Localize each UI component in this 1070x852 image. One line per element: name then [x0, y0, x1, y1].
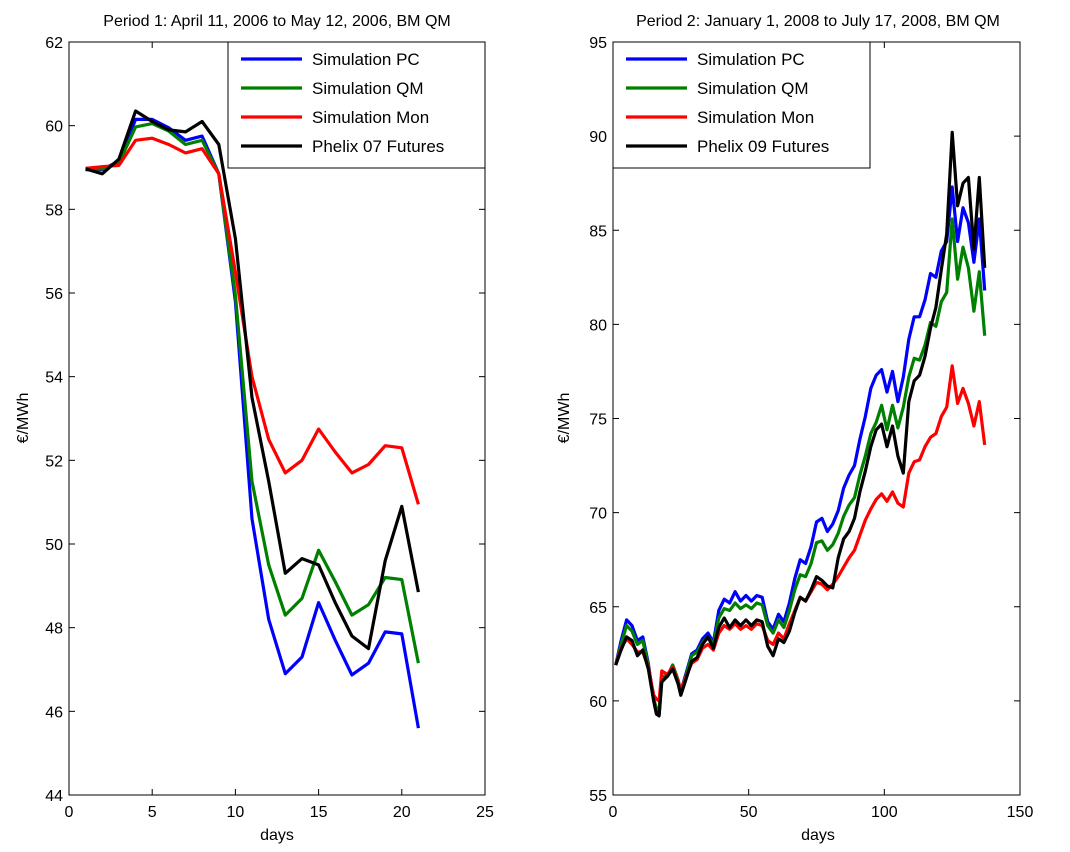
- series-line-2: [85, 121, 420, 664]
- x-tick-label: 50: [740, 804, 758, 821]
- y-tick-label: 50: [45, 537, 63, 554]
- legend-label: Simulation PC: [312, 50, 420, 69]
- y-tick-label: 52: [45, 453, 63, 470]
- y-tick-label: 80: [589, 317, 607, 334]
- x-tick-label: 10: [227, 804, 245, 821]
- x-tick-label: 25: [476, 804, 494, 821]
- y-tick-label: 56: [45, 286, 63, 303]
- chart-2-xlabel: days: [801, 827, 835, 844]
- series-line-3: [85, 136, 420, 505]
- y-tick-label: 58: [45, 202, 63, 219]
- legend-label: Simulation PC: [697, 50, 805, 69]
- y-tick-label: 90: [589, 129, 607, 146]
- y-tick-label: 60: [589, 694, 607, 711]
- y-tick-label: 46: [45, 704, 63, 721]
- x-tick-label: 0: [65, 804, 74, 821]
- legend-label: Simulation QM: [697, 79, 808, 98]
- y-tick-label: 75: [589, 412, 607, 429]
- chart-1-xlabel: days: [260, 827, 294, 844]
- y-tick-label: 48: [45, 621, 63, 638]
- y-tick-label: 62: [45, 35, 63, 52]
- legend-label: Simulation QM: [312, 79, 423, 98]
- y-tick-label: 60: [45, 119, 63, 136]
- chart-2-plot: 0 50 100 150 55 60 65 70 75 80 85 90 95 Simulation PC…: [589, 35, 1033, 821]
- y-tick-label: 55: [589, 788, 607, 805]
- chart-1-title: Period 1: April 11, 2006 to May 12, 2006…: [103, 13, 450, 30]
- x-tick-label: 5: [148, 804, 157, 821]
- series-line-4: [85, 109, 420, 651]
- y-tick-label: 70: [589, 506, 607, 523]
- legend-label: Phelix 07 Futures: [312, 137, 444, 156]
- y-tick-label: 44: [45, 788, 63, 805]
- x-tick-label: 20: [393, 804, 411, 821]
- x-tick-label: 15: [310, 804, 328, 821]
- y-tick-label: 95: [589, 35, 607, 52]
- chart-2-title: Period 2: January 1, 2008 to July 17, 20…: [636, 13, 1000, 30]
- y-tick-label: 65: [589, 600, 607, 617]
- y-tick-label: 54: [45, 370, 63, 387]
- series-line-1: [85, 117, 420, 729]
- x-tick-label: 0: [609, 804, 618, 821]
- y-tick-label: 85: [589, 223, 607, 240]
- legend-label: Simulation Mon: [697, 108, 814, 127]
- chart-2-ylabel: €/MWh: [556, 393, 573, 444]
- x-tick-label: 100: [871, 804, 898, 821]
- legend-label: Phelix 09 Futures: [697, 137, 829, 156]
- chart-1-ylabel: €/MWh: [15, 393, 32, 444]
- chart-1-plot: 0 5 10 15 20 25 44 46 48 50 52 54 56 58 60 62 Simulation…: [45, 35, 494, 821]
- legend-label: Simulation Mon: [312, 108, 429, 127]
- series-line-4: [614, 130, 987, 718]
- x-tick-label: 150: [1007, 804, 1034, 821]
